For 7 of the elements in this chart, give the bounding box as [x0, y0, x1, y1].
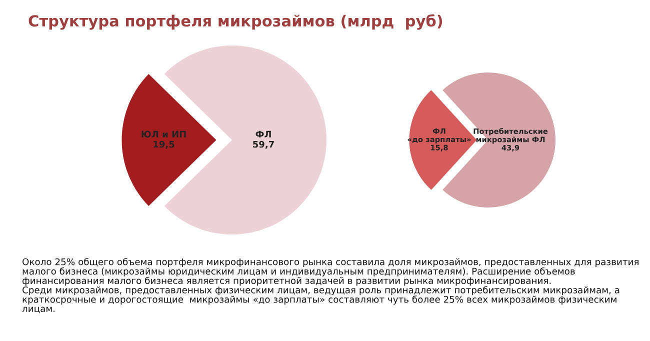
slice-label: ФЛ: [256, 130, 271, 138]
slice-label: ЮЛ и ИП: [142, 130, 186, 138]
data-label: 59,7: [253, 140, 274, 149]
data-label: 19,5: [154, 140, 174, 149]
text: Среди микрозаймов, предоставленных физическим лицам, ведущая роль принадлежит потребительским микрозаймам, а краткосрочные и дорогостоящие микрозаймы «до зарплаты» составляют чуть более 25% всех микрозаймов физическим лицам.: [22, 286, 620, 314]
chart-title: Структура портфеля микрозаймов (млрд руб): [28, 14, 442, 30]
text: Около 25% общего объема портфеля микрофинансового рынка составила доля микрозаймов, предоставленных для развития малого бизнеса (микрозаймы юридическим лицам и индивидуальным предпринимателям). Расширение объемов финансирования малого бизнеса является приоритетной задачей в развитии рынка микрофинансирования.: [22, 258, 638, 286]
